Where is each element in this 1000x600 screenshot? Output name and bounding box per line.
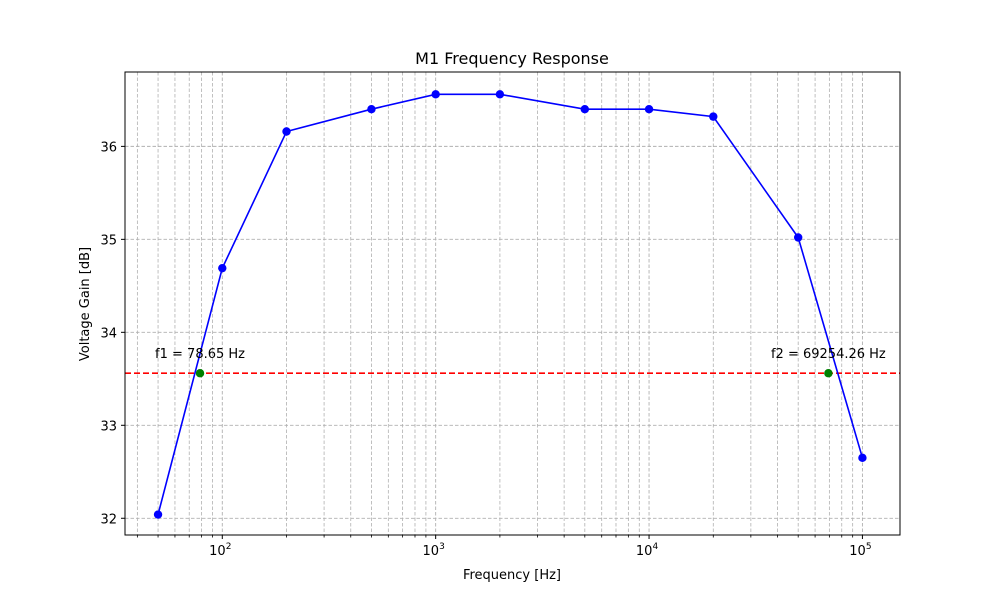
x-tick-label: 104 [636, 542, 659, 559]
data-point [644, 104, 654, 114]
x-axis-label: Frequency [Hz] [463, 568, 561, 583]
cutoff-label: f2 = 69254.26 Hz [771, 347, 886, 362]
y-tick-label: 34 [100, 326, 117, 341]
y-axis-label: Voltage Gain [dB] [78, 247, 93, 361]
y-tick-label: 36 [100, 140, 117, 155]
data-point [495, 90, 505, 99]
plot-frame [124, 71, 901, 536]
y-tick-label: 32 [100, 512, 117, 527]
data-point [580, 104, 590, 114]
y-tick-label: 33 [100, 419, 117, 434]
data-point [153, 510, 163, 519]
x-tick-label: 103 [423, 542, 445, 559]
data-point [218, 263, 227, 273]
data-point [282, 127, 291, 136]
chart-title: M1 Frequency Response [415, 49, 609, 68]
cutoff-marker [824, 369, 833, 378]
cutoff-layer: f1 = 78.65 Hz f2 = 69254.26 Hz [155, 347, 886, 378]
data-point [367, 104, 376, 114]
cutoff-marker [195, 369, 205, 378]
data-point [793, 233, 803, 242]
data-point [858, 453, 867, 463]
x-tick-label: 105 [849, 542, 871, 559]
series-line [157, 93, 864, 515]
data-point [431, 90, 440, 99]
y-tick-label: 35 [100, 233, 117, 248]
grid [125, 72, 900, 535]
cutoff-label: f1 = 78.65 Hz [155, 347, 245, 362]
series-layer [153, 90, 867, 519]
x-tick-label: 102 [209, 542, 231, 559]
data-point [709, 112, 718, 121]
axes-layer: 102 103 104 105 32 33 34 35 36 [100, 71, 901, 559]
